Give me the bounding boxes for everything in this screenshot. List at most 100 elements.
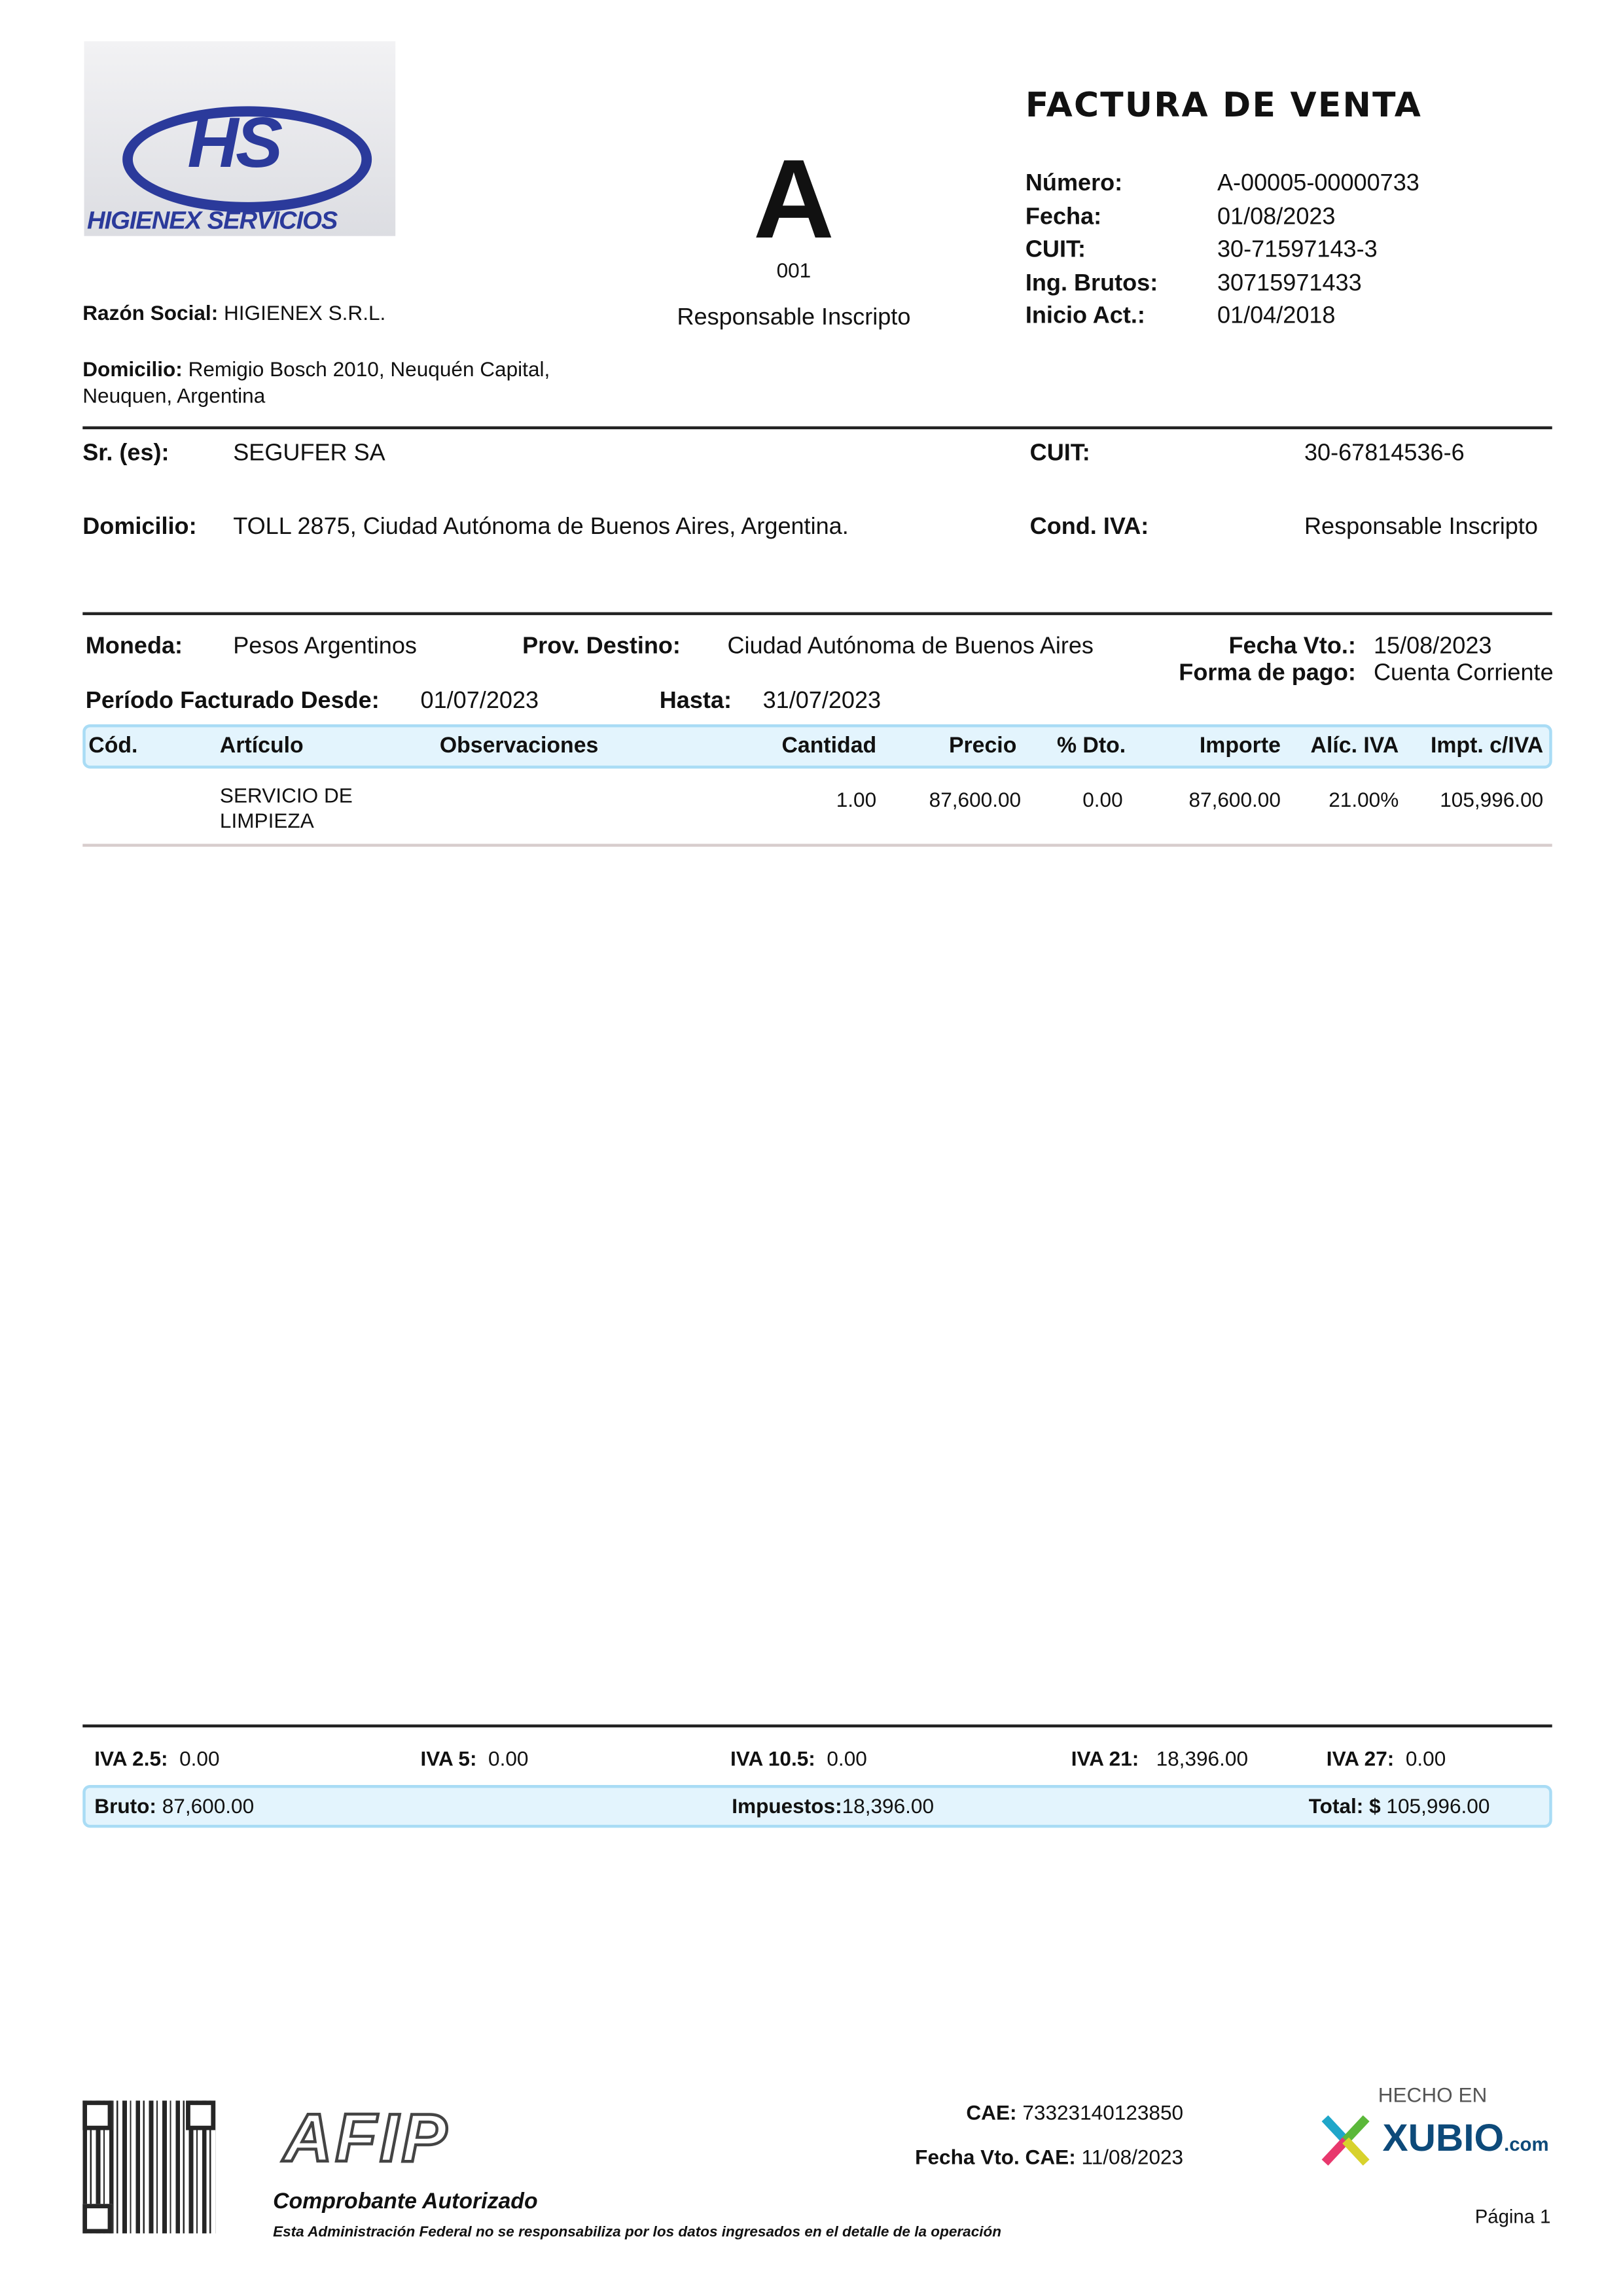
forma-pago-label: Forma de pago: (1179, 661, 1356, 686)
col-articulo: Artículo (219, 733, 304, 758)
col-alic-iva: Alíc. IVA (1310, 733, 1399, 758)
tax-label: IVA 2.5: (94, 1746, 168, 1771)
invoice-code: 001 (776, 258, 812, 282)
client-cuit: 30-67814536-6 (1304, 441, 1465, 467)
cae-value: 73323140123850 (1022, 2100, 1184, 2125)
hecho-en: HECHO EN (1378, 2083, 1488, 2107)
issuer-domicilio: Domicilio: Remigio Bosch 2010, Neuquén C… (82, 355, 550, 408)
field-value: 01/04/2018 (1217, 304, 1336, 329)
field-label: Inicio Act.: (1025, 304, 1145, 329)
cae-vto-value: 11/08/2023 (1081, 2145, 1184, 2169)
fecha-vto: 15/08/2023 (1373, 634, 1492, 660)
invoice-letter: A (753, 137, 834, 263)
col-observaciones: Observaciones (439, 733, 599, 758)
issuer-domicilio-line2: Neuquen, Argentina (82, 383, 266, 408)
totals-box (82, 1784, 1552, 1828)
tax-value: 18,396.00 (1156, 1746, 1249, 1771)
tax-value: 0.00 (1405, 1746, 1446, 1771)
tax-iva-5: IVA 5: 0.00 (421, 1746, 529, 1770)
fecha-vto-label: Fecha Vto.: (1228, 634, 1356, 660)
razon-social-label: Razón Social: (82, 300, 219, 325)
client-name: SEGUFER SA (233, 441, 385, 467)
cell-dto: 0.00 (1082, 787, 1123, 811)
header-field-fecha: Fecha: 01/08/2023 (1026, 202, 1419, 235)
client-domicilio: TOLL 2875, Ciudad Autónoma de Buenos Air… (233, 514, 849, 540)
total-value: 105,996.00 (1386, 1793, 1490, 1818)
tax-iva-27: IVA 27: 0.00 (1327, 1746, 1446, 1770)
tax-value: 0.00 (488, 1746, 529, 1771)
afip-logo: AFIP (282, 2098, 450, 2178)
cae: CAE: 73323140123850 (966, 2100, 1183, 2124)
page-number: Página 1 (1474, 2205, 1551, 2228)
client-domicilio-label: Domicilio: (82, 514, 197, 540)
header-fields: Número: A-00005-00000733 Fecha: 01/08/2023… (1026, 168, 1419, 334)
field-value: 30715971433 (1217, 270, 1362, 296)
header-field-numero: Número: A-00005-00000733 (1026, 168, 1419, 202)
bruto-value: 87,600.00 (162, 1793, 255, 1818)
impuestos-value: 18,396.00 (842, 1793, 935, 1818)
tax-label: IVA 10.5: (730, 1746, 815, 1771)
tax-label: IVA 27: (1326, 1746, 1395, 1771)
row-divider (82, 843, 1552, 847)
document-title: FACTURA DE VENTA (1025, 87, 1423, 126)
cell-total: 105,996.00 (1440, 787, 1544, 811)
company-logo: HS HIGIENEX SERVICIOS (84, 41, 396, 236)
field-label: Ing. Brutos: (1025, 270, 1158, 296)
periodo-desde-label: Período Facturado Desde: (85, 688, 380, 715)
header-field-ing-brutos: Ing. Brutos: 30715971433 (1026, 268, 1419, 301)
cell-alic: 21.00% (1329, 787, 1399, 811)
client-cond-iva-label: Cond. IVA: (1029, 514, 1149, 540)
field-label: Fecha: (1025, 204, 1102, 230)
header-field-inicio-act: Inicio Act.: 01/04/2018 (1026, 301, 1419, 334)
periodo-desde: 01/07/2023 (420, 688, 539, 715)
qr-code (82, 2100, 216, 2234)
divider (82, 612, 1552, 616)
prov-destino-label: Prov. Destino: (522, 634, 681, 660)
issuer-domicilio-line1: Remigio Bosch 2010, Neuquén Capital, (188, 357, 550, 381)
items-table-header (82, 724, 1552, 769)
col-precio: Precio (948, 733, 1017, 758)
moneda: Pesos Argentinos (233, 634, 417, 660)
col-dto: % Dto. (1056, 733, 1126, 758)
moneda-label: Moneda: (85, 634, 183, 660)
periodo-hasta-label: Hasta: (659, 688, 732, 715)
field-label: Número: (1025, 171, 1123, 196)
client-name-label: Sr. (es): (82, 441, 169, 467)
xubio-com: .com (1504, 2133, 1549, 2155)
cae-vto-label: Fecha Vto. CAE: (915, 2145, 1076, 2169)
forma-pago: Cuenta Corriente (1373, 661, 1554, 686)
tax-iva-21: IVA 21: 18,396.00 (1071, 1746, 1248, 1770)
col-cod: Cód. (88, 733, 138, 758)
cae-vto: Fecha Vto. CAE: 11/08/2023 (915, 2145, 1183, 2168)
impuestos: Impuestos:18,396.00 (732, 1793, 934, 1817)
field-value: A-00005-00000733 (1217, 171, 1419, 196)
client-cond-iva: Responsable Inscripto (1304, 514, 1538, 540)
col-importe: Importe (1199, 733, 1281, 758)
cell-articulo: SERVICIO DE LIMPIEZA (220, 783, 353, 834)
cell-cantidad: 1.00 (836, 787, 877, 811)
xubio-x-icon (1321, 2115, 1370, 2166)
total-label: Total: $ (1308, 1793, 1381, 1818)
periodo-hasta: 31/07/2023 (762, 688, 882, 715)
tax-label: IVA 5: (420, 1746, 477, 1771)
logo-text: HS (187, 105, 283, 183)
logo-caption: HIGIENEX SERVICIOS (87, 206, 338, 235)
tax-value: 0.00 (827, 1746, 867, 1771)
col-cantidad: Cantidad (781, 733, 877, 758)
afip-disclaimer: Esta Administración Federal no se respon… (273, 2224, 1002, 2241)
field-value: 01/08/2023 (1217, 204, 1336, 230)
tax-iva-2-5: IVA 2.5: 0.00 (94, 1746, 219, 1770)
xubio-logo: HECHO EN XUBIO.com (1317, 2083, 1554, 2171)
xubio-wordmark: XUBIO.com (1382, 2115, 1548, 2161)
issuer-iva-condition: Responsable Inscripto (677, 305, 911, 331)
cell-precio: 87,600.00 (929, 787, 1022, 811)
razon-social-value: HIGIENEX S.R.L. (223, 300, 386, 325)
field-label: CUIT: (1025, 237, 1086, 263)
articulo-line1: SERVICIO DE (219, 783, 353, 807)
field-value: 30-71597143-3 (1217, 237, 1378, 263)
tax-value: 0.00 (179, 1746, 220, 1771)
bruto-label: Bruto: (94, 1793, 156, 1818)
razon-social: Razón Social: HIGIENEX S.R.L. (82, 301, 385, 325)
client-cuit-label: CUIT: (1029, 441, 1090, 467)
